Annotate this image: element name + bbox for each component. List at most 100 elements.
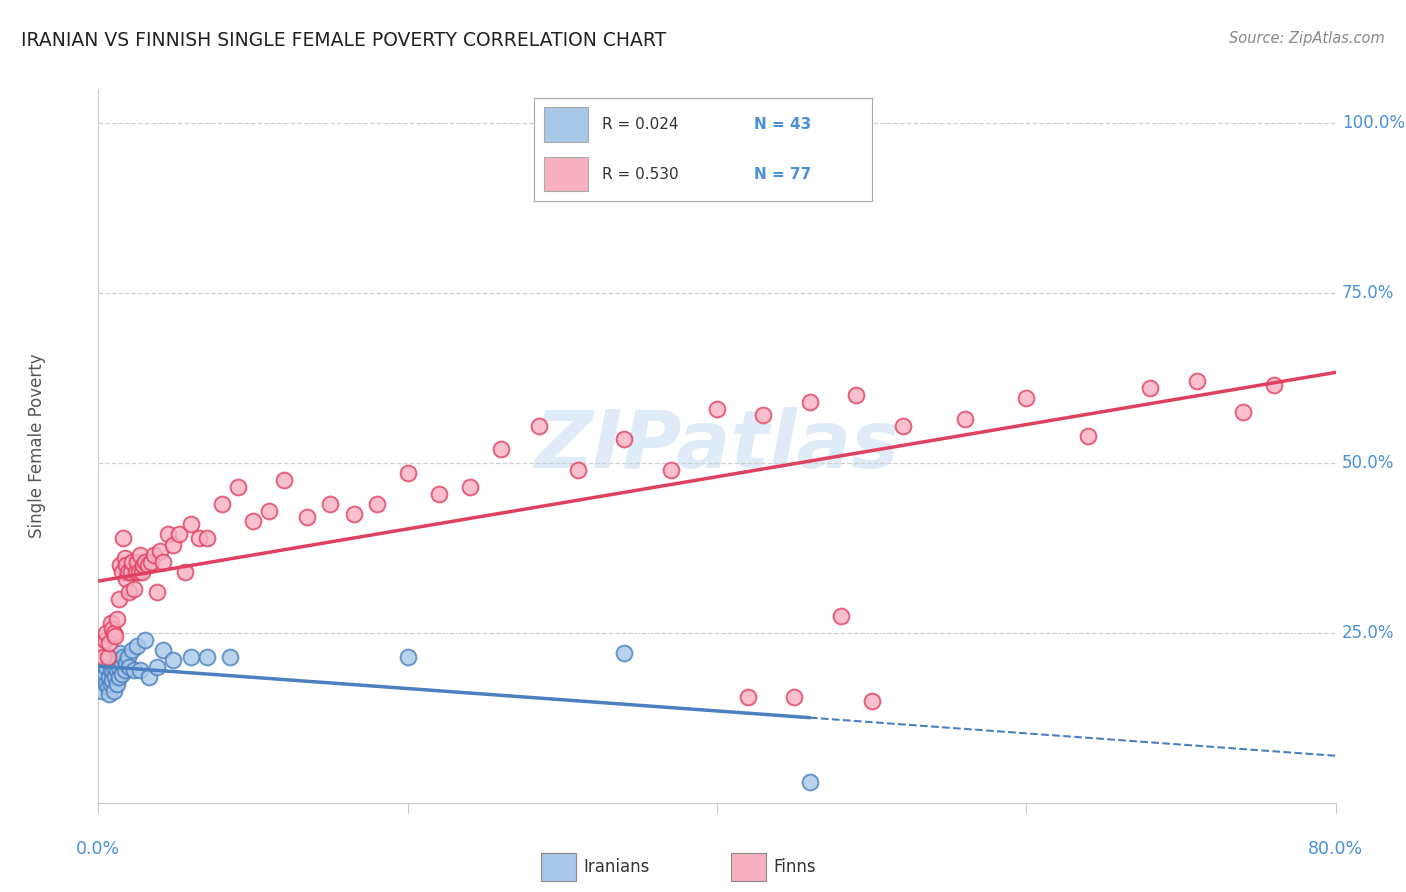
Point bbox=[127, 555, 149, 569]
Point bbox=[111, 666, 132, 681]
Point bbox=[396, 466, 419, 480]
Point bbox=[104, 653, 127, 667]
Point bbox=[891, 418, 914, 433]
Point bbox=[366, 497, 388, 511]
Point bbox=[146, 585, 169, 599]
Text: Iranians: Iranians bbox=[583, 858, 650, 876]
Point bbox=[613, 432, 636, 446]
Point bbox=[114, 663, 136, 677]
Point bbox=[118, 585, 141, 599]
Point bbox=[111, 565, 132, 579]
Point bbox=[90, 640, 112, 654]
Point bbox=[98, 636, 121, 650]
Text: ZIPatlas: ZIPatlas bbox=[534, 407, 900, 485]
Point bbox=[108, 558, 131, 572]
Point bbox=[343, 507, 366, 521]
Point bbox=[96, 626, 118, 640]
Text: IRANIAN VS FINNISH SINGLE FEMALE POVERTY CORRELATION CHART: IRANIAN VS FINNISH SINGLE FEMALE POVERTY… bbox=[21, 31, 666, 50]
Point bbox=[195, 531, 218, 545]
Point bbox=[101, 673, 124, 688]
Point bbox=[115, 558, 138, 572]
Text: 100.0%: 100.0% bbox=[1341, 114, 1405, 132]
Point bbox=[567, 463, 589, 477]
Text: 0.0%: 0.0% bbox=[76, 840, 121, 858]
Point bbox=[134, 632, 156, 647]
Point bbox=[131, 565, 153, 579]
Point bbox=[115, 657, 138, 671]
Point bbox=[489, 442, 512, 457]
Point bbox=[100, 615, 122, 630]
Point bbox=[93, 666, 115, 681]
Point bbox=[458, 480, 481, 494]
Point bbox=[146, 660, 169, 674]
Point bbox=[107, 670, 129, 684]
Point bbox=[103, 660, 125, 674]
Point bbox=[139, 555, 162, 569]
Point bbox=[91, 670, 114, 684]
Point bbox=[122, 582, 145, 596]
Text: Source: ZipAtlas.com: Source: ZipAtlas.com bbox=[1229, 31, 1385, 46]
Point bbox=[91, 649, 114, 664]
Point bbox=[1015, 392, 1038, 406]
Point bbox=[136, 558, 159, 572]
Point bbox=[1185, 375, 1208, 389]
Point bbox=[134, 555, 156, 569]
Point bbox=[799, 775, 821, 789]
Point bbox=[105, 612, 128, 626]
Point bbox=[162, 537, 184, 551]
Text: 75.0%: 75.0% bbox=[1341, 284, 1395, 302]
Point bbox=[737, 690, 759, 705]
Point bbox=[188, 531, 211, 545]
Point bbox=[167, 527, 190, 541]
Point bbox=[104, 670, 127, 684]
Point bbox=[124, 565, 146, 579]
Text: N = 77: N = 77 bbox=[754, 167, 811, 182]
Point bbox=[529, 418, 551, 433]
Point bbox=[132, 558, 155, 572]
Point bbox=[105, 663, 128, 677]
Bar bbox=[544, 107, 588, 142]
Point bbox=[103, 683, 125, 698]
Point bbox=[143, 548, 166, 562]
Point bbox=[107, 660, 129, 674]
Text: 25.0%: 25.0% bbox=[1341, 624, 1395, 642]
Point bbox=[396, 649, 419, 664]
Point bbox=[96, 677, 118, 691]
Point bbox=[174, 565, 197, 579]
Point bbox=[1139, 381, 1161, 395]
Point bbox=[152, 643, 174, 657]
Point bbox=[128, 565, 150, 579]
Point bbox=[706, 401, 728, 416]
Point bbox=[103, 626, 125, 640]
Point bbox=[96, 660, 118, 674]
Point bbox=[104, 629, 127, 643]
Point bbox=[138, 670, 160, 684]
Point bbox=[101, 663, 124, 677]
Point bbox=[115, 572, 138, 586]
Point bbox=[427, 486, 450, 500]
Point bbox=[105, 677, 128, 691]
Point bbox=[659, 463, 682, 477]
Point bbox=[219, 649, 242, 664]
Point bbox=[149, 544, 172, 558]
Point bbox=[93, 632, 115, 647]
Point bbox=[129, 663, 152, 677]
Point bbox=[257, 503, 280, 517]
Point bbox=[98, 687, 121, 701]
Point bbox=[195, 649, 218, 664]
Point bbox=[114, 551, 136, 566]
Point bbox=[117, 649, 139, 664]
Text: Single Female Poverty: Single Female Poverty bbox=[28, 354, 45, 538]
Point bbox=[180, 517, 202, 532]
Point bbox=[121, 643, 143, 657]
Text: 80.0%: 80.0% bbox=[1308, 840, 1364, 858]
Point bbox=[111, 657, 132, 671]
Point bbox=[120, 565, 142, 579]
Point bbox=[783, 690, 806, 705]
Point bbox=[860, 694, 883, 708]
Point bbox=[98, 670, 121, 684]
Point bbox=[162, 653, 184, 667]
Point bbox=[1077, 429, 1099, 443]
Point bbox=[112, 649, 135, 664]
Point bbox=[129, 548, 152, 562]
